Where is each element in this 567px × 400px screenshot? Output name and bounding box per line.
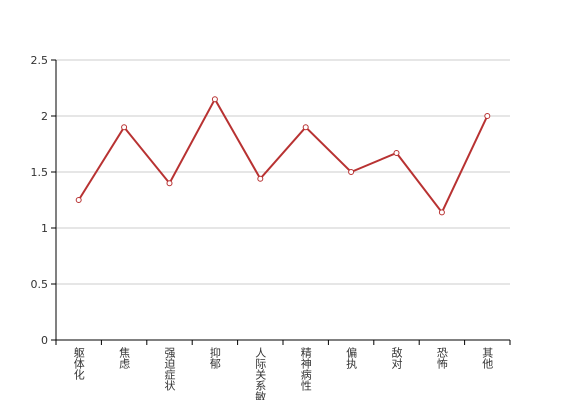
x-tick-label: 其他 (481, 347, 494, 369)
x-tick-label: 恐怖 (435, 347, 448, 369)
point (75, 197, 82, 203)
x-tick-label: 敌对 (390, 346, 403, 369)
point (302, 124, 309, 131)
x-tick-label: 抑郁 (208, 346, 221, 369)
x-tick-label: 焦虑 (118, 347, 131, 369)
point (257, 175, 264, 182)
y-tick-label: 0.5 (31, 278, 49, 291)
point (484, 113, 491, 119)
x-tick-label: 强迫症状 (163, 347, 176, 391)
y-tick-label: 1.5 (31, 166, 49, 179)
x-tick-label: 人际关系敏感 (254, 347, 267, 400)
x-tick-label: 躯体化 (72, 347, 85, 381)
point (348, 169, 355, 175)
point (166, 180, 173, 187)
point (438, 209, 445, 216)
x-tick-label: 偏执 (345, 346, 358, 370)
y-tick-label: 2.5 (31, 54, 49, 67)
x-tick-label: 精神病性 (299, 347, 312, 392)
point (211, 96, 218, 103)
y-tick-label: 2 (41, 110, 48, 123)
y-tick-label: 1 (41, 222, 48, 235)
point (393, 149, 400, 156)
point (121, 124, 128, 131)
line (77, 97, 489, 215)
y-tick-label: 0 (41, 334, 48, 347)
